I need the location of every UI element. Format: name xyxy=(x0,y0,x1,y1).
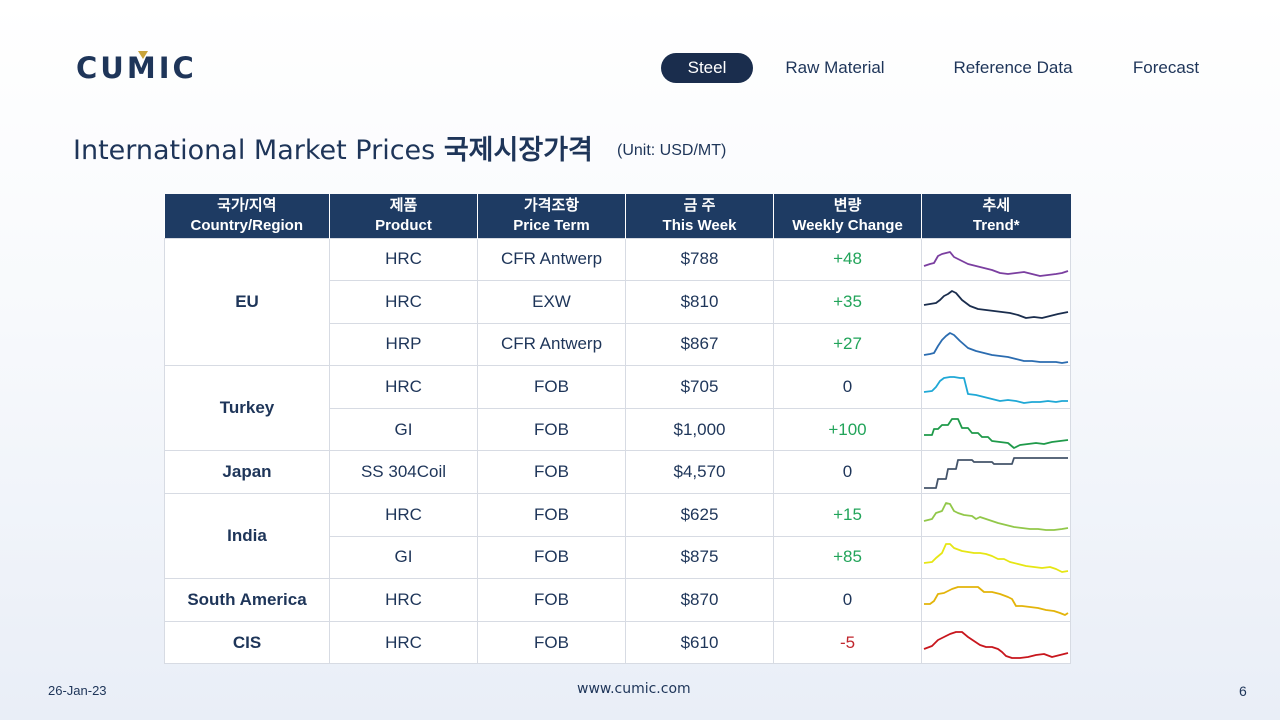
this-week-price-cell: $1,000 xyxy=(625,407,774,452)
nav-tab-reference-data[interactable]: Reference Data xyxy=(953,58,1073,77)
price-term-cell: FOB xyxy=(477,578,626,622)
price-term-cell: FOB xyxy=(477,493,626,537)
trend-sparkline xyxy=(923,289,1069,319)
table-row: CIS HRC FOB $610 -5 xyxy=(164,620,1071,665)
trend-sparkline xyxy=(923,630,1069,659)
region-cell: Japan xyxy=(164,450,330,495)
weekly-change-cell: 0 xyxy=(773,365,922,409)
nav-tab-steel[interactable]: Steel xyxy=(661,53,753,83)
this-week-price-cell: $4,570 xyxy=(625,450,774,495)
weekly-change-cell: +85 xyxy=(773,535,922,580)
trend-sparkline xyxy=(924,417,1069,449)
this-week-price-cell: $875 xyxy=(625,535,774,580)
table-row: Turkey HRC FOB $705 0 xyxy=(164,365,1071,452)
footer-website[interactable]: www.cumic.com xyxy=(577,681,691,697)
this-week-price-cell: $867 xyxy=(625,322,774,367)
trend-sparkline-cell xyxy=(921,322,1071,367)
table-row: India HRC FOB $625 +15 xyxy=(164,493,1071,580)
logo-m-mark: M xyxy=(126,51,159,85)
product-cell: GI xyxy=(329,407,478,452)
trend-sparkline xyxy=(923,376,1068,404)
header-price-term: 가격조항 Price Term xyxy=(477,194,626,238)
table-header-row: 국가/지역 Country/Region 제품 Product 가격조항 Price … xyxy=(164,194,1071,238)
table-row: South America HRC FOB $870 0 xyxy=(164,578,1071,622)
table-body: EU HRC CFR Antwerp $788 +48 HRC EXW $810 +35 HRP C… xyxy=(164,237,1071,665)
product-cell: HRC xyxy=(329,578,478,622)
price-term-cell: CFR Antwerp xyxy=(477,322,626,367)
trend-sparkline xyxy=(924,457,1068,490)
this-week-price-cell: $810 xyxy=(625,280,774,324)
this-week-price-cell: $610 xyxy=(625,620,774,665)
table-row: HRP CFR Antwerp $867 +27 xyxy=(165,322,1071,367)
trend-sparkline-cell xyxy=(921,535,1071,580)
this-week-price-cell: $870 xyxy=(625,578,774,622)
page-title: International Market Prices 국제시장가격 xyxy=(73,128,593,167)
nav-tab-raw-material[interactable]: Raw Material xyxy=(785,58,885,77)
price-term-cell: FOB xyxy=(477,365,626,409)
footer-date: 26-Jan-23 xyxy=(48,683,107,698)
trend-sparkline-cell xyxy=(921,578,1071,622)
product-cell: GI xyxy=(329,535,478,580)
table-row: EU HRC CFR Antwerp $788 +48 xyxy=(164,237,1071,367)
this-week-price-cell: $788 xyxy=(625,237,774,282)
price-term-cell: CFR Antwerp xyxy=(477,237,626,282)
trend-sparkline xyxy=(923,543,1069,574)
table-row: HRC EXW $810 +35 xyxy=(165,280,1071,324)
trend-sparkline-cell xyxy=(921,493,1071,537)
trend-sparkline-cell xyxy=(921,365,1071,409)
weekly-change-cell: +35 xyxy=(773,280,922,324)
this-week-price-cell: $625 xyxy=(625,493,774,537)
product-cell: HRC xyxy=(329,620,478,665)
header-country-region: 국가/지역 Country/Region xyxy=(164,194,330,238)
header-trend: 추세 Trend* xyxy=(921,194,1071,238)
trend-sparkline-cell xyxy=(921,620,1071,665)
nav-tab-forecast[interactable]: Forecast xyxy=(1132,58,1200,77)
trend-sparkline-cell xyxy=(921,280,1071,324)
header-weekly-change: 변량 Weekly Change xyxy=(773,194,922,238)
product-cell: HRC xyxy=(329,493,478,537)
trend-sparkline xyxy=(923,251,1069,278)
header-this-week: 금 주 This Week xyxy=(625,194,774,238)
trend-sparkline-cell xyxy=(921,407,1071,452)
header-product: 제품 Product xyxy=(329,194,478,238)
trend-sparkline xyxy=(924,586,1069,616)
weekly-change-cell: +27 xyxy=(773,322,922,367)
page-title-ko: 국제시장가격 xyxy=(443,135,593,166)
region-cell: Turkey xyxy=(164,365,330,452)
weekly-change-cell: +15 xyxy=(773,493,922,537)
this-week-price-cell: $705 xyxy=(625,365,774,409)
table-row: Japan SS 304Coil FOB $4,570 0 xyxy=(164,450,1071,495)
weekly-change-cell: +48 xyxy=(773,237,922,282)
price-term-cell: EXW xyxy=(477,280,626,324)
product-cell: SS 304Coil xyxy=(329,450,478,495)
price-term-cell: FOB xyxy=(477,535,626,580)
unit-note: (Unit: USD/MT) xyxy=(617,142,727,159)
weekly-change-cell: 0 xyxy=(773,450,922,495)
trend-sparkline xyxy=(923,501,1069,531)
trend-sparkline-cell xyxy=(921,237,1071,282)
weekly-change-cell: 0 xyxy=(773,578,922,622)
product-cell: HRP xyxy=(329,322,478,367)
page-number: 6 xyxy=(1239,683,1247,699)
trend-sparkline xyxy=(923,332,1069,365)
trend-sparkline-cell xyxy=(921,450,1071,495)
page-title-en: International Market Prices xyxy=(73,135,436,166)
product-cell: HRC xyxy=(329,237,478,282)
price-term-cell: FOB xyxy=(477,450,626,495)
weekly-change-cell: -5 xyxy=(773,620,922,665)
weekly-change-cell: +100 xyxy=(773,407,922,452)
cumic-logo: CUMIC xyxy=(76,51,197,85)
price-term-cell: FOB xyxy=(477,620,626,665)
region-cell: South America xyxy=(164,578,330,622)
region-cell: India xyxy=(164,493,330,580)
product-cell: HRC xyxy=(329,365,478,409)
market-prices-table: 국가/지역 Country/Region 제품 Product 가격조항 Price … xyxy=(164,194,1071,665)
product-cell: HRC xyxy=(329,280,478,324)
region-cell: EU xyxy=(164,237,330,367)
region-cell: CIS xyxy=(164,620,330,665)
price-term-cell: FOB xyxy=(477,407,626,452)
